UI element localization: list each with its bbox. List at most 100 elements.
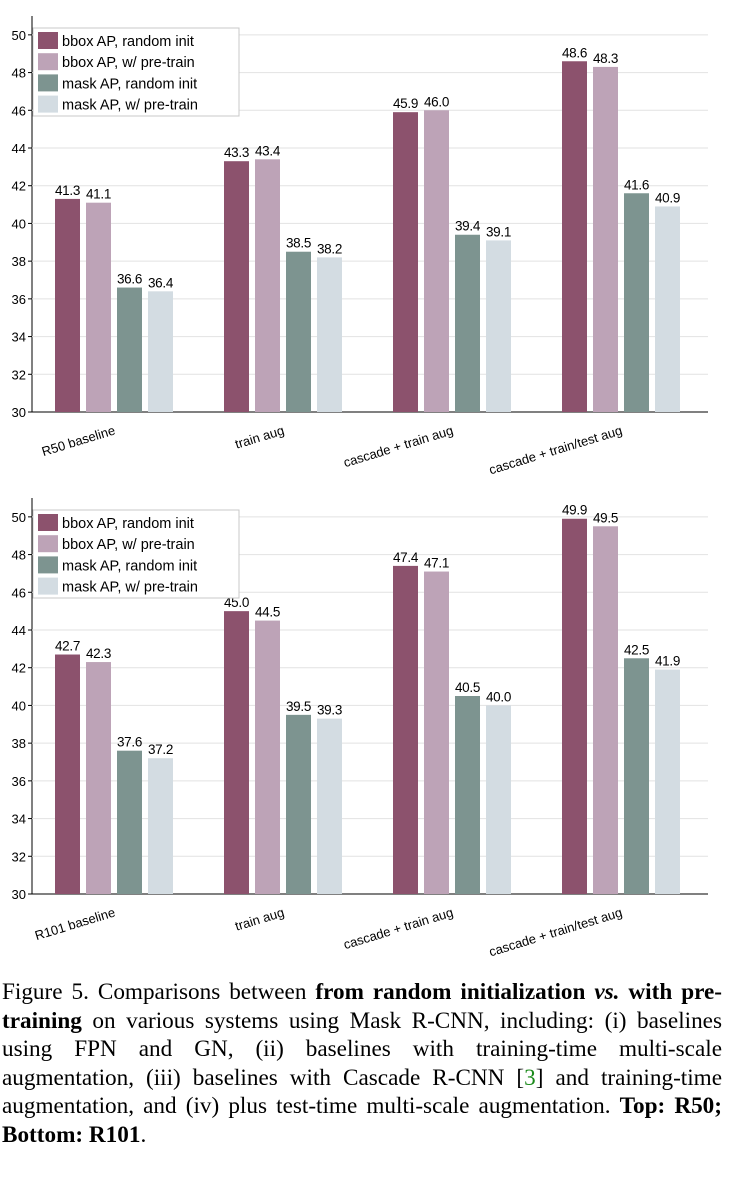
caption-text-1: Comparisons between xyxy=(88,979,316,1005)
y-tick-label: 50 xyxy=(12,510,26,525)
legend-label: bbox AP, w/ pre-train xyxy=(62,537,195,553)
bar xyxy=(286,714,311,894)
bar-value-label: 38.5 xyxy=(286,236,311,251)
chart-bottom: 30 32 34 36 38 40 42 44 46 48 50 42.7 42.3 37.6 37.2 R1… xyxy=(0,482,755,962)
caption-ref-link[interactable]: 3 xyxy=(524,1064,536,1091)
y-tick-label: 38 xyxy=(12,736,26,751)
bar xyxy=(55,654,80,894)
legend-swatch xyxy=(38,95,58,113)
bar-value-label: 38.2 xyxy=(317,241,342,256)
bar-value-label: 44.5 xyxy=(255,605,280,620)
legend-label: mask AP, w/ pre-train xyxy=(62,580,198,596)
y-tick-label: 48 xyxy=(12,66,26,81)
bar-value-label: 42.7 xyxy=(55,639,80,654)
bar-value-label: 49.9 xyxy=(562,503,587,518)
bar xyxy=(86,202,111,412)
x-tick-label: cascade + train aug xyxy=(342,423,455,471)
caption-text-3: ] and training-time augmentation, and (i… xyxy=(2,1064,722,1120)
legend-label: bbox AP, w/ pre-train xyxy=(62,55,195,71)
legend-swatch xyxy=(38,32,58,49)
bar-value-label: 39.1 xyxy=(486,224,511,239)
legend-label: mask AP, w/ pre-train xyxy=(62,98,198,114)
y-tick-label: 36 xyxy=(12,292,26,307)
caption-figure-label: Figure 5. xyxy=(2,979,89,1005)
y-tick-label: 30 xyxy=(12,405,26,420)
bar xyxy=(224,611,249,894)
bar-value-label: 43.4 xyxy=(255,143,281,158)
bar-value-label: 37.2 xyxy=(148,742,173,757)
legend-label: bbox AP, random init xyxy=(62,34,194,50)
bar xyxy=(455,234,480,412)
bar-value-label: 37.6 xyxy=(117,735,142,750)
y-tick-label: 42 xyxy=(12,661,26,676)
bar-value-label: 39.5 xyxy=(286,699,311,714)
y-tick-label: 38 xyxy=(12,254,26,269)
x-tick-label: cascade + train/test aug xyxy=(487,905,624,960)
bar xyxy=(593,66,618,413)
y-tick-label: 46 xyxy=(12,585,26,600)
y-tick-label: 32 xyxy=(12,367,26,382)
legend-label: mask AP, random init xyxy=(62,76,197,92)
bar-value-label: 39.3 xyxy=(317,703,342,718)
caption-text-end: . xyxy=(140,1121,147,1148)
bar xyxy=(486,705,511,894)
y-tick-label: 44 xyxy=(12,623,26,638)
bar xyxy=(393,565,418,894)
y-tick-label: 32 xyxy=(12,849,26,864)
bar xyxy=(424,571,449,894)
bar-value-label: 42.3 xyxy=(86,646,111,661)
bar xyxy=(224,161,249,412)
bar-value-label: 47.4 xyxy=(393,550,419,565)
bar xyxy=(148,291,173,412)
bar-value-label: 39.4 xyxy=(455,219,481,234)
legend-swatch xyxy=(38,577,58,595)
chart-top: 30 32 34 36 38 40 42 44 46 48 50 41.3 41.1 36.6 36.4 R5… xyxy=(0,0,755,480)
legend-box xyxy=(32,27,240,117)
bar-value-label: 41.9 xyxy=(655,654,680,669)
legend-swatch xyxy=(38,74,58,92)
bar xyxy=(317,257,342,412)
x-tick-label: train aug xyxy=(233,423,286,452)
bar-value-label: 47.1 xyxy=(424,556,449,571)
y-tick-label: 34 xyxy=(12,812,26,827)
y-tick-label: 46 xyxy=(12,103,26,118)
legend-swatch xyxy=(38,535,58,553)
bar xyxy=(655,669,680,894)
bar xyxy=(317,718,342,894)
y-tick-label: 40 xyxy=(12,698,26,713)
bar-value-label: 40.5 xyxy=(455,680,480,695)
bar xyxy=(255,620,280,894)
bar xyxy=(624,193,649,412)
bottom-chart-svg: 30 32 34 36 38 40 42 44 46 48 50 42.7 42.3 37.6 37.2 R1… xyxy=(12,498,708,960)
bar-value-label: 48.6 xyxy=(562,45,587,60)
y-tick-label: 40 xyxy=(12,216,26,231)
bar xyxy=(424,110,449,413)
bar-value-label: 49.5 xyxy=(593,510,618,525)
bar-value-label: 48.3 xyxy=(593,51,618,66)
y-tick-label: 44 xyxy=(12,141,26,156)
bar-value-label: 45.9 xyxy=(393,96,418,111)
bar-value-label: 45.0 xyxy=(224,595,249,610)
x-tick-label: R50 baseline xyxy=(40,423,117,460)
legend-swatch xyxy=(38,514,58,531)
y-tick-label: 36 xyxy=(12,774,26,789)
caption-bold-vs: vs. xyxy=(594,979,620,1005)
bar xyxy=(486,240,511,412)
y-tick-label: 42 xyxy=(12,179,26,194)
bar xyxy=(455,696,480,894)
bar xyxy=(562,61,587,412)
bar xyxy=(255,159,280,412)
caption-bold-1: from random initialization xyxy=(315,979,595,1005)
bar xyxy=(117,287,142,412)
x-tick-label: train aug xyxy=(233,905,286,934)
bar xyxy=(286,251,311,412)
bar xyxy=(86,662,111,894)
y-tick-label: 34 xyxy=(12,330,26,345)
caption-bold-end: Top: R50; Bottom: R101 xyxy=(2,1093,723,1148)
bar xyxy=(393,112,418,413)
bar xyxy=(593,526,618,894)
y-tick-label: 48 xyxy=(12,548,26,563)
bar-value-label: 40.9 xyxy=(655,190,680,205)
legend-label: mask AP, random init xyxy=(62,558,197,574)
x-tick-label: R101 baseline xyxy=(33,905,117,944)
